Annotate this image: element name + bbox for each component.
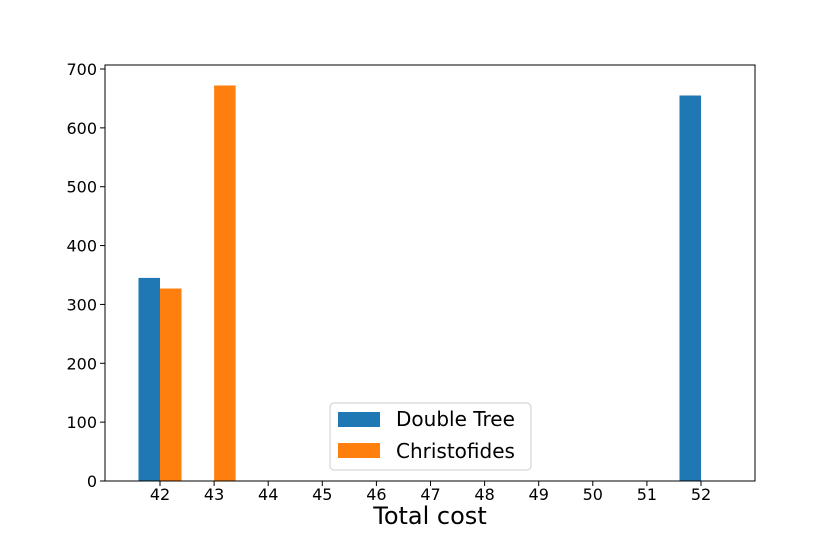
y-tick-label: 0 — [87, 472, 97, 491]
x-tick-label: 43 — [204, 485, 224, 504]
bars-group — [138, 85, 701, 481]
bar-christofides-42 — [160, 288, 182, 481]
x-tick-label: 44 — [258, 485, 278, 504]
x-tick-label: 50 — [583, 485, 603, 504]
y-tick-label: 500 — [66, 178, 97, 197]
x-tick-label: 42 — [150, 485, 170, 504]
x-tick-label: 49 — [529, 485, 549, 504]
x-axis-ticks: 42 43 44 45 46 47 48 49 50 51 52 — [150, 481, 711, 504]
legend-label-double-tree: Double Tree — [396, 407, 515, 431]
y-tick-label: 600 — [66, 119, 97, 138]
legend-swatch-double-tree — [338, 412, 380, 427]
legend-swatch-christofides — [338, 443, 380, 458]
x-axis-title: Total cost — [372, 502, 486, 530]
y-tick-label: 300 — [66, 295, 97, 314]
legend: Double Tree Christofides — [329, 402, 532, 471]
legend-frame — [329, 402, 532, 471]
x-tick-label: 45 — [312, 485, 332, 504]
y-axis-ticks: 0 100 200 300 400 500 600 700 — [66, 60, 105, 491]
x-tick-label: 47 — [420, 485, 440, 504]
x-tick-label: 48 — [474, 485, 494, 504]
x-tick-label: 52 — [691, 485, 711, 504]
plot-frame — [104, 64, 756, 482]
x-tick-label: 51 — [637, 485, 657, 504]
y-tick-label: 100 — [66, 413, 97, 432]
bar-double-tree-42 — [138, 277, 160, 481]
y-tick-label: 200 — [66, 354, 97, 373]
x-tick-label: 46 — [366, 485, 386, 504]
bar-double-tree-52 — [679, 95, 701, 481]
bar-christofides-43 — [214, 85, 236, 481]
legend-label-christofides: Christofides — [396, 439, 515, 463]
y-tick-label: 400 — [66, 237, 97, 256]
y-tick-label: 700 — [66, 60, 97, 79]
